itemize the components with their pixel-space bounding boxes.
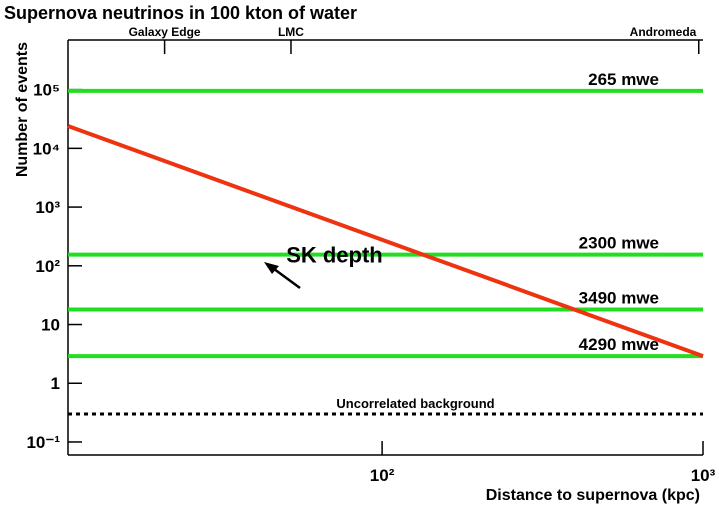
chart-title: Supernova neutrinos in 100 kton of water [4,3,357,23]
top-marker-label: LMC [278,25,304,39]
series-line [67,124,704,358]
arrow-head [264,262,279,274]
y-axis-label: Number of events [14,42,31,177]
y-tick-label: 10⁻¹ [26,433,60,452]
y-tick-label: 10² [35,257,60,276]
x-tick-label: 10³ [691,466,716,485]
y-tick-label: 10⁵ [33,81,60,100]
series-label: Uncorrelated background [336,396,494,411]
series-label: 2300 mwe [579,234,659,253]
y-tick-label: 10 [41,316,60,335]
x-axis-label: Distance to supernova (kpc) [486,487,700,504]
series-label: 4290 mwe [579,335,659,354]
series-label: 265 mwe [588,70,659,89]
top-marker-label: Galaxy Edge [129,25,201,39]
top-marker-label: Andromeda [630,25,697,39]
y-tick-label: 10⁴ [33,139,60,158]
y-tick-label: 1 [51,374,60,393]
annotation: SK depth [286,242,383,267]
x-tick-label: 10² [370,466,395,485]
y-tick-label: 10³ [35,198,60,217]
series-label: 3490 mwe [579,289,659,308]
